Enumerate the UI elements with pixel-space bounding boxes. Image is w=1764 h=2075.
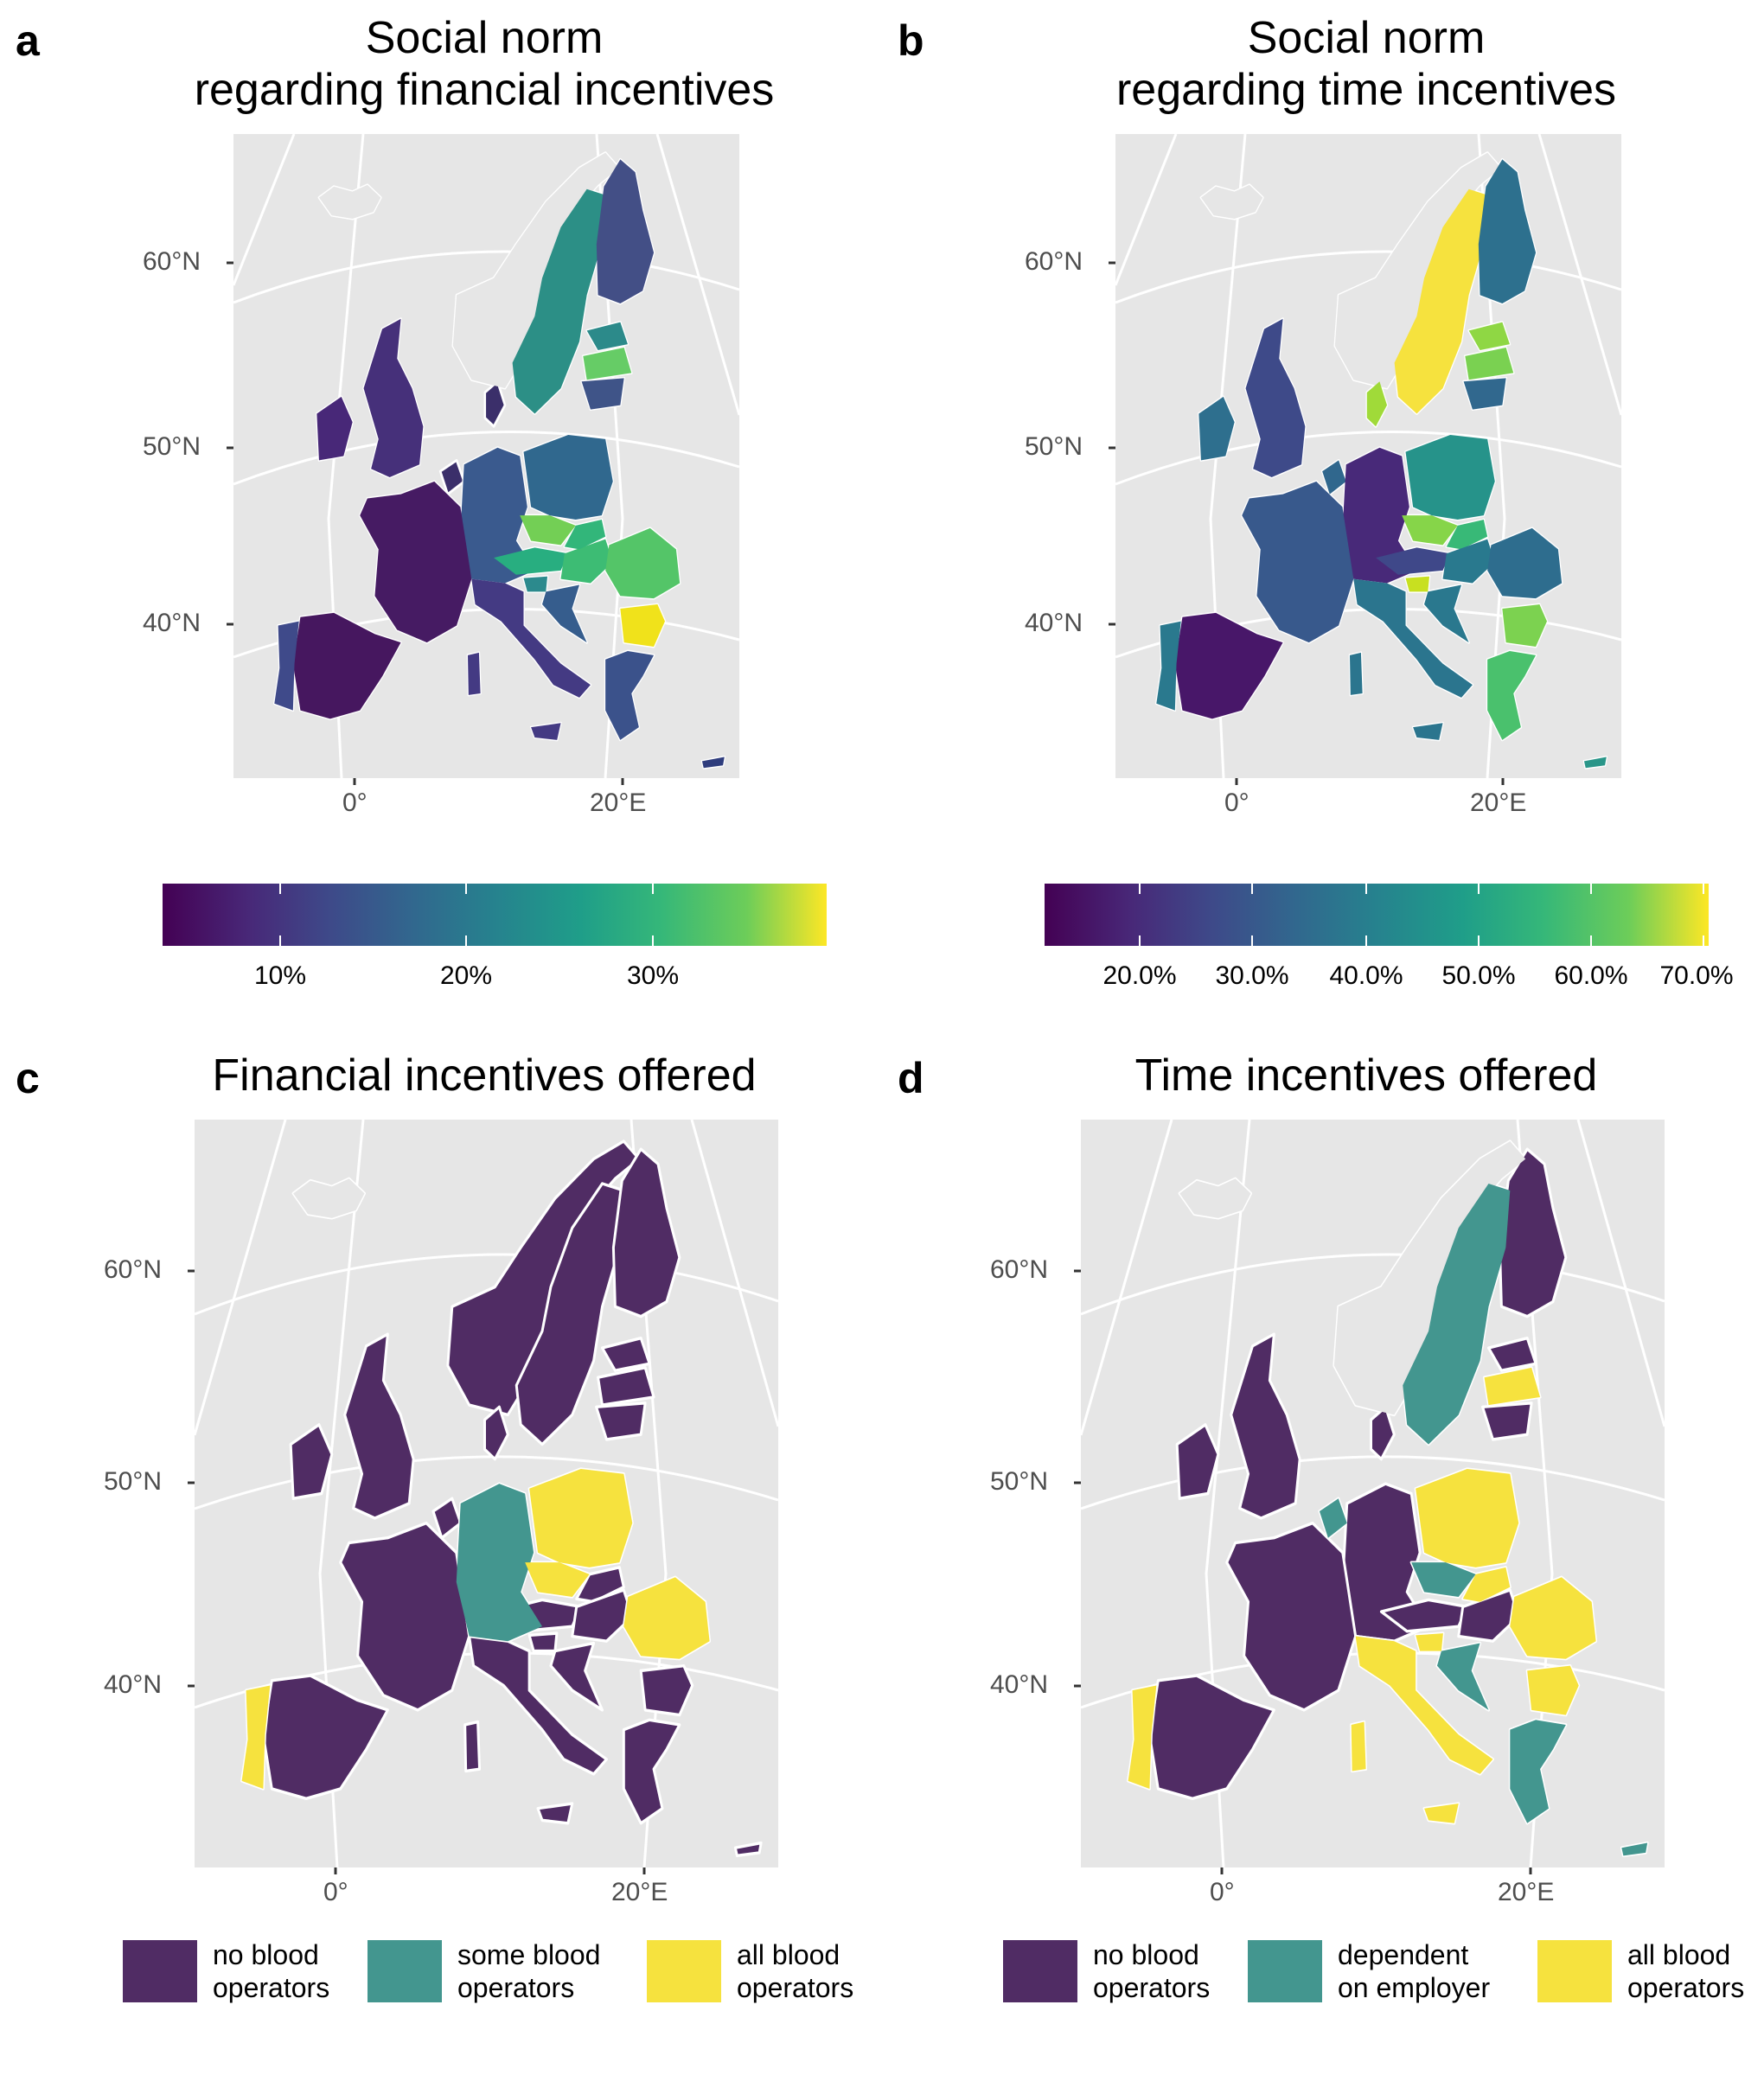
panel-letter-d: d xyxy=(898,1054,924,1102)
panel-letter-b: b xyxy=(898,16,924,65)
panel-a-lon-20: 20°E xyxy=(590,788,647,817)
legend-c-item-some: some blood operators xyxy=(368,1938,600,2004)
legend-label: all blood operators xyxy=(1627,1939,1745,2003)
legend-label: no blood operators xyxy=(213,1939,330,2003)
panel-b-title: Social norm regarding time incentives xyxy=(1115,13,1617,115)
legend-swatch xyxy=(123,1940,197,2002)
legend-swatch xyxy=(368,1940,442,2002)
legend-label: dependent on employer xyxy=(1338,1939,1491,2003)
panel-d-lon-0: 0° xyxy=(1210,1878,1235,1906)
legend-label: some blood operators xyxy=(457,1939,601,2003)
panel-a-lat-50: 50°N xyxy=(143,432,201,461)
panel-a-title: Social norm regarding financial incentiv… xyxy=(194,13,775,115)
legend-swatch xyxy=(1248,1940,1322,2002)
colorbar-b-tick-label: 20.0% xyxy=(1102,961,1177,990)
panel-c-lat-40: 40°N xyxy=(104,1670,163,1699)
legend-swatch xyxy=(1003,1940,1077,2002)
legend-d-item-all: all blood operators xyxy=(1537,1938,1744,2004)
panel-b-lat-40: 40°N xyxy=(1025,609,1083,637)
panel-a-map xyxy=(232,133,741,779)
panel-d-map xyxy=(1079,1119,1666,1868)
panel-d-lat-40: 40°N xyxy=(990,1670,1049,1699)
colorbar-b-tick-label: 70.0% xyxy=(1659,961,1734,990)
colorbar-a-tick-label: 10% xyxy=(253,961,307,990)
legend-label: all blood operators xyxy=(737,1939,854,2003)
colorbar-b-tick-label: 50.0% xyxy=(1441,961,1516,990)
panel-c-title: Financial incentives offered xyxy=(212,1050,757,1101)
panel-b-map xyxy=(1114,133,1623,779)
panel-c-lat-50: 50°N xyxy=(104,1467,163,1496)
legend-c-item-all: all blood operators xyxy=(647,1938,853,2004)
panel-a-lat-40: 40°N xyxy=(143,609,201,637)
panel-b-lat-60: 60°N xyxy=(1025,247,1083,276)
panel-d-title: Time incentives offered xyxy=(1134,1050,1598,1101)
colorbar-b-tick-label: 30.0% xyxy=(1215,961,1289,990)
panel-a-lon-0: 0° xyxy=(342,788,368,817)
panel-c-lat-60: 60°N xyxy=(104,1255,163,1284)
colorbar-b-tick-label: 60.0% xyxy=(1554,961,1628,990)
colorbar-b-tick-label: 40.0% xyxy=(1329,961,1403,990)
panel-c-graticule xyxy=(193,1119,780,1868)
axis-ticks xyxy=(188,261,1532,1874)
colorbar-a-tick-label: 30% xyxy=(626,961,680,990)
panel-b-lat-50: 50°N xyxy=(1025,432,1083,461)
colorbar-a-tick-label: 20% xyxy=(439,961,493,990)
legend-swatch xyxy=(1537,1940,1612,2002)
panel-a-lat-60: 60°N xyxy=(143,247,201,276)
legend-d-item-none: no blood operators xyxy=(1003,1938,1210,2004)
panel-letter-c: c xyxy=(16,1054,40,1102)
colorbar-b xyxy=(1045,884,1709,946)
legend-c-item-none: no blood operators xyxy=(123,1938,329,2004)
panel-b-lon-0: 0° xyxy=(1224,788,1250,817)
panel-c-lon-0: 0° xyxy=(323,1878,348,1906)
panel-letter-a: a xyxy=(16,16,40,65)
panel-b-lon-20: 20°E xyxy=(1470,788,1527,817)
legend-swatch xyxy=(647,1940,721,2002)
panel-d-lat-50: 50°N xyxy=(990,1467,1049,1496)
panel-d-lon-20: 20°E xyxy=(1498,1878,1555,1906)
panel-c-map xyxy=(193,1119,780,1868)
panel-c-lon-20: 20°E xyxy=(611,1878,668,1906)
colorbar-a xyxy=(163,884,827,946)
legend-label: no blood operators xyxy=(1093,1939,1211,2003)
panel-d-lat-60: 60°N xyxy=(990,1255,1049,1284)
legend-d-item-dependent: dependent on employer xyxy=(1248,1938,1490,2004)
